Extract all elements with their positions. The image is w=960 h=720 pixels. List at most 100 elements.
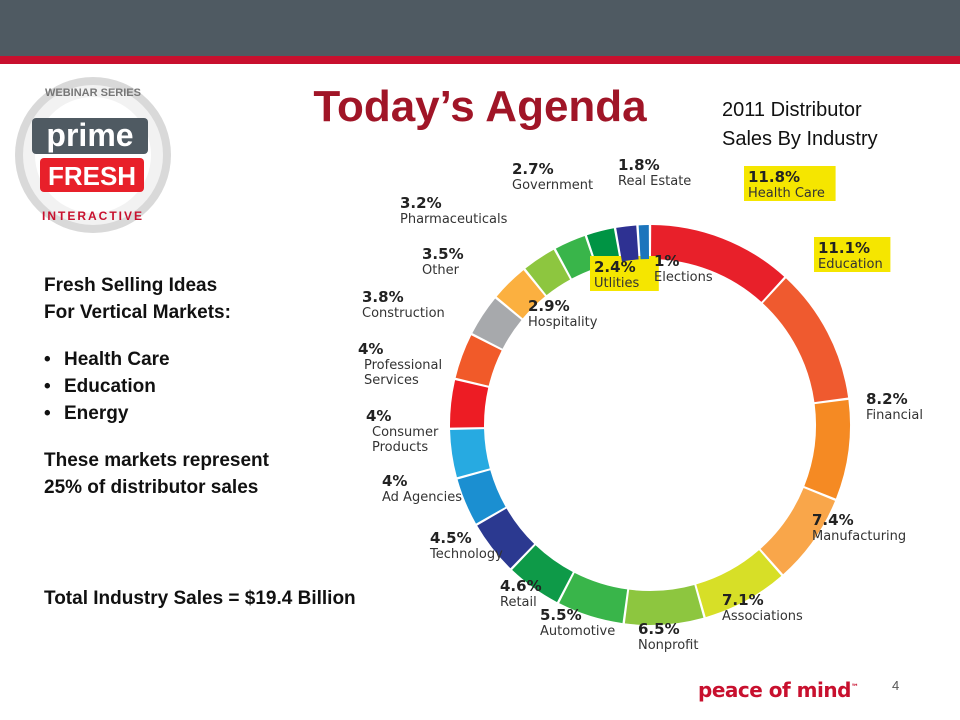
- donut-slice-technology: [477, 508, 535, 569]
- slice-category-label: Health Care: [748, 186, 825, 201]
- header-bar: [0, 0, 960, 56]
- slice-value-label: 11.8%: [748, 168, 800, 186]
- slice-value-label: 4.5%: [430, 529, 472, 547]
- agenda-note-line2: 25% of distributor sales: [44, 477, 259, 498]
- donut-slice-construction: [455, 335, 502, 386]
- slice-category-label: Automotive: [540, 624, 615, 639]
- highlight-box: [814, 237, 891, 272]
- slice-value-label: 5.5%: [540, 606, 582, 624]
- slice-category-label: Education: [818, 257, 883, 272]
- slice-category-label: Technology: [429, 547, 503, 562]
- slice-category-label: Professional: [364, 358, 442, 373]
- slice-value-label: 8.2%: [866, 390, 908, 408]
- agenda-bullet-list: Health Care Education Energy: [44, 346, 374, 427]
- agenda-heading-line1: Fresh Selling Ideas: [44, 275, 218, 296]
- prime-fresh-logo: WEBINAR SERIES prime FRESH INTERACTIVE: [15, 77, 171, 233]
- slice-value-label: 7.4%: [812, 511, 854, 529]
- donut-slice-health-care: [650, 225, 785, 302]
- total-sales-text: Total Industry Sales = $19.4 Billion: [44, 588, 356, 609]
- donut-slice-retail: [512, 545, 573, 603]
- slice-value-label: 2.4%: [594, 258, 636, 276]
- slice-category-label: Other: [422, 263, 460, 278]
- donut-slice-automotive: [559, 572, 628, 624]
- slice-value-label: 4%: [366, 407, 391, 425]
- logo-sub-text: FRESH: [48, 161, 136, 191]
- slice-category-label: Services: [364, 373, 419, 388]
- slide-title: Today’s Agenda: [313, 82, 647, 131]
- agenda-text: Fresh Selling Ideas For Vertical Markets…: [44, 272, 374, 501]
- slice-value-label: 1%: [654, 252, 679, 270]
- slice-value-label: 3.2%: [400, 194, 442, 212]
- page-number: 4: [892, 678, 900, 693]
- highlight-box: [590, 256, 659, 291]
- brand-tm: ™: [850, 682, 859, 692]
- slice-category-label: Consumer: [372, 425, 439, 440]
- donut-slice-elections: [638, 225, 650, 260]
- slice-value-label: 2.7%: [512, 160, 554, 178]
- donut-slice-other: [472, 298, 522, 349]
- slice-label: 2.4%Utlities: [590, 256, 659, 291]
- agenda-bullet: Health Care: [44, 346, 374, 373]
- agenda-bullet: Education: [44, 373, 374, 400]
- donut-slice-financial: [804, 399, 850, 499]
- slice-category-label: Ad Agencies: [382, 490, 462, 505]
- agenda-heading-line2: For Vertical Markets:: [44, 302, 231, 323]
- slice-label: 2.9%Hospitality: [528, 297, 598, 330]
- chart-title-line1: 2011 Distributor: [722, 99, 862, 121]
- header-accent-line: [0, 56, 960, 64]
- slice-category-label: Government: [512, 178, 593, 193]
- donut-slice-professional-services: [450, 380, 489, 428]
- agenda-note-line1: These markets represent: [44, 450, 269, 471]
- brand-text: peace of mind: [698, 678, 851, 702]
- slice-category-label: Pharmaceuticals: [400, 212, 508, 227]
- slice-category-label: Utlities: [594, 276, 640, 291]
- slice-label: 3.5%Other: [422, 245, 464, 278]
- slice-label: 11.1%Education: [814, 237, 891, 272]
- donut-slice-nonprofit: [624, 584, 704, 625]
- slice-label: 11.8%Health Care: [744, 166, 836, 201]
- slice-label: 3.2%Pharmaceuticals: [400, 194, 508, 227]
- slice-label: 8.2%Financial: [866, 390, 923, 423]
- highlight-box: [744, 166, 836, 201]
- slice-label: 4.5%Technology: [429, 529, 503, 562]
- slice-category-label: Hospitality: [528, 315, 598, 330]
- logo-top-text: WEBINAR SERIES: [45, 87, 141, 99]
- slice-value-label: 2.9%: [528, 297, 570, 315]
- donut-slice-manufacturing: [760, 487, 836, 575]
- slice-category-label: Elections: [654, 270, 713, 285]
- slice-value-label: 1.8%: [618, 156, 660, 174]
- brand-logo: peace of mind™: [698, 678, 859, 702]
- donut-slice-real-estate: [616, 225, 639, 262]
- chart-title: 2011 Distributor Sales By Industry: [722, 96, 952, 154]
- slice-value-label: 7.1%: [722, 591, 764, 609]
- slice-category-label: Construction: [362, 306, 445, 321]
- donut-slice-ad-agencies: [457, 470, 506, 524]
- slice-category-label: Associations: [722, 609, 803, 624]
- slice-label: 1%Elections: [654, 252, 713, 285]
- donut-slice-hospitality: [525, 249, 571, 296]
- slice-label: 7.4%Manufacturing: [812, 511, 906, 544]
- agenda-bullet: Energy: [44, 400, 374, 427]
- slice-label: 4%Ad Agencies: [382, 472, 462, 505]
- slice-category-label: Manufacturing: [812, 529, 906, 544]
- slice-value-label: 6.5%: [638, 620, 680, 638]
- donut-slice-consumer-products: [450, 429, 490, 478]
- slice-label: 3.8%Construction: [362, 288, 445, 321]
- slice-category-label: Nonprofit: [638, 638, 698, 653]
- slice-label: 2.7%Government: [512, 160, 593, 193]
- chart-title-line2: Sales By Industry: [722, 128, 878, 150]
- slice-value-label: 4.6%: [500, 577, 542, 595]
- slice-label: 6.5%Nonprofit: [638, 620, 698, 653]
- slice-value-label: 3.8%: [362, 288, 404, 306]
- slice-value-label: 3.5%: [422, 245, 464, 263]
- slice-value-label: 4%: [382, 472, 407, 490]
- logo-bottom-text: INTERACTIVE: [42, 209, 144, 223]
- donut-slice-associations: [696, 550, 782, 618]
- slice-category-label: Financial: [866, 408, 923, 423]
- slice-category-label: Real Estate: [618, 174, 691, 189]
- donut-slice-education: [762, 278, 849, 403]
- donut-slice-government: [555, 235, 596, 279]
